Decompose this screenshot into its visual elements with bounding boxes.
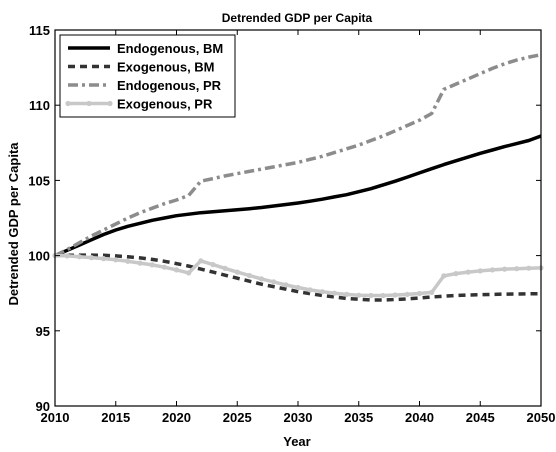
series-point — [319, 289, 325, 295]
y-tick-label: 115 — [29, 23, 50, 38]
series-point — [356, 292, 362, 298]
series-point — [125, 258, 131, 264]
series-point — [380, 292, 386, 299]
y-tick-label: 95 — [36, 324, 50, 339]
x-tick-label: 2015 — [101, 410, 130, 425]
legend-label: Exogenous, BM — [117, 60, 215, 75]
series-line-2 — [54, 253, 542, 302]
x-tick-label: 2050 — [527, 410, 556, 425]
x-tick-label: 2025 — [223, 410, 252, 425]
series-point — [502, 266, 508, 272]
series-point — [295, 284, 301, 291]
series-line-1 — [54, 134, 542, 258]
series-point — [173, 267, 180, 273]
series-point — [392, 292, 398, 298]
series-line-3 — [54, 53, 542, 258]
legend: Endogenous, BM Exogenous, BM Endogenous, P… — [59, 34, 236, 118]
series-point — [149, 262, 155, 268]
series-point — [161, 264, 167, 270]
x-tick-label: 2020 — [162, 410, 191, 425]
series-point — [258, 276, 265, 282]
series-point — [101, 256, 107, 262]
series-point — [271, 279, 277, 285]
series-point — [453, 271, 459, 277]
y-tick-label: 100 — [28, 249, 50, 264]
series-point — [283, 282, 289, 288]
y-tick-label: 110 — [29, 98, 50, 113]
y-axis-title: Detrended GDP per Capita — [6, 142, 21, 306]
series-point — [344, 291, 350, 297]
chart-title: Detrended GDP per Capita — [222, 11, 373, 25]
series-point — [198, 258, 204, 264]
series-point — [404, 291, 410, 297]
legend-label: Exogenous, PR — [117, 97, 213, 112]
legend-marker — [65, 100, 71, 107]
series-point — [489, 267, 495, 273]
x-tick-label: 2040 — [405, 410, 434, 425]
series-point — [88, 255, 94, 261]
series-point — [477, 268, 483, 274]
series-point — [514, 266, 520, 272]
series-point — [113, 257, 119, 263]
series-point — [526, 265, 532, 271]
series-point — [64, 253, 70, 259]
series-point — [137, 260, 143, 266]
series-point — [368, 292, 374, 299]
x-tick-label: 2010 — [41, 410, 70, 425]
legend-marker — [107, 100, 113, 107]
plot-area — [52, 53, 544, 302]
legend-label: Endogenous, PR — [117, 78, 222, 93]
series-point — [429, 289, 435, 295]
series-point — [76, 254, 82, 260]
y-tick-label: 105 — [28, 173, 50, 188]
series-point — [186, 270, 192, 276]
series-point — [246, 272, 252, 279]
x-tick-label: 2035 — [344, 410, 373, 425]
series-point — [210, 262, 216, 268]
legend-label: Endogenous, BM — [117, 41, 223, 56]
legend-marker — [86, 100, 92, 107]
series-point — [441, 273, 447, 279]
series-point — [416, 290, 423, 297]
y-tick-label: 90 — [36, 399, 50, 414]
axes: 2010 2015 2020 2025 2030 2035 2040 2045 2050 90 95… — [28, 23, 555, 425]
x-tick-label: 2045 — [466, 410, 495, 425]
x-axis-title: Year — [283, 434, 310, 449]
series-point — [331, 290, 337, 296]
series-point — [465, 269, 471, 275]
x-tick-label: 2030 — [284, 410, 313, 425]
series-point — [234, 269, 240, 275]
series-point — [307, 287, 313, 293]
series-point — [222, 265, 228, 271]
